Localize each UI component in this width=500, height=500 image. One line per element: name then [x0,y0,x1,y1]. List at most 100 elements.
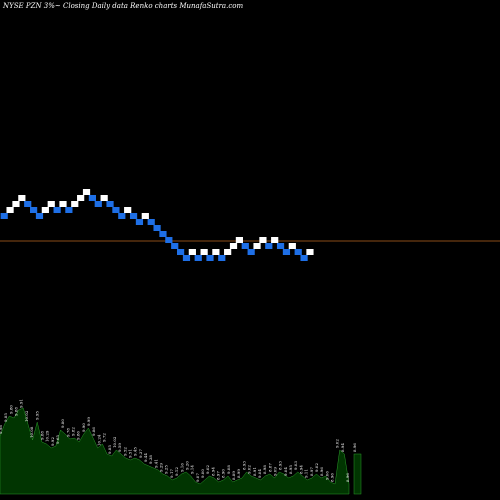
volume-price-label: 10.02 [112,436,117,448]
renko-brick-down [153,225,161,231]
volume-price-label: 9.03 [293,461,298,470]
renko-brick-down [182,255,191,261]
volume-price-label: 10.24 [96,434,101,446]
volume-price-label: 9.44 [143,453,148,462]
volume-price-label: 9.80 [8,405,13,414]
volume-price-label: 9.25 [164,465,169,474]
volume-price-label: 8.95 [288,465,293,474]
volume-price-label: 9.04 [283,467,288,476]
volume-price-label: 8.94 [340,443,345,452]
volume-last-bar [353,453,362,495]
renko-brick-down [88,195,96,201]
renko-brick-down [171,243,179,249]
renko-brick-up [47,201,55,207]
volume-price-label: 9.88 [14,407,19,416]
renko-brick-down [276,243,285,249]
volume-price-label: 9.51 [127,449,132,458]
volume-area-path [0,407,350,495]
volume-price-label: 8.93 [241,461,246,470]
renko-brick-up [71,201,79,207]
renko-brick-up [288,243,296,249]
volume-price-label: 9.41 [153,459,158,468]
renko-brick-down [112,207,120,213]
renko-brick-down [129,213,138,219]
chart-title: NYSE PZN 3%~ Closing Daily data Renko ch… [2,2,243,10]
volume-price-label: 9.45 [133,447,138,456]
volume-price-label: 9.92 [50,437,55,446]
renko-brick-down [194,255,202,261]
volume-price-label: 8.94 [210,467,215,476]
volume-price-label: 8.99 [236,469,241,478]
volume-price-label: 9.95 [34,411,39,420]
renko-brick-down [165,237,173,243]
volume-price-label: 9.85 [3,413,8,422]
volume-price-label: 9.14 [190,465,195,474]
renko-brick-down [30,207,38,213]
renko-brick-up [188,249,196,255]
renko-brick-down [282,249,291,255]
volume-price-label: 10.08 [29,426,34,438]
volume-price-label: 9.08 [226,465,231,474]
renko-brick-down [106,201,114,207]
volume-price-label: 9.00 [200,469,205,478]
volume-price-label: 9.88 [39,431,44,440]
volume-price-label: 9.72 [102,433,107,442]
renko-brick-up [212,249,220,255]
renko-brick-down [24,201,32,207]
renko-brick-down [0,213,8,219]
volume-price-label: 9.52 [122,447,127,456]
volume-price-label: 10.29 [45,430,50,442]
volume-price-label: 9.99 [86,417,91,426]
volume-price-label: 8.96 [345,473,350,482]
volume-price-label: 8.90 [221,469,226,478]
volume-price-label: 9.02 [335,439,340,448]
renko-brick-up [306,249,314,255]
volume-price-label: 9.09 [272,467,277,476]
volume-price-label: 9.37 [138,449,143,458]
renko-brick-down [35,213,44,219]
renko-brick-down [247,249,255,255]
volume-price-label: 9.06 [324,471,329,480]
volume-area [0,407,362,495]
renko-brick-up [124,207,132,213]
renko-brick-down [241,243,249,249]
renko-brick-up [253,243,261,249]
renko-brick-up [235,237,243,243]
renko-brick-up [12,201,20,207]
volume-price-label: 8.93 [278,461,283,470]
renko-brick-up [271,237,279,243]
volume-price-label: 8.97 [309,467,314,476]
volume-price-label: 9.86 [91,427,96,436]
volume-price-label: 8.96 [329,473,334,482]
renko-brick-up [77,195,85,201]
volume-price-label: 10.02 [24,410,29,422]
volume-price-label: 8.97 [216,471,221,480]
renko-brick-down [159,231,167,237]
volume-price-label: 9.65 [55,435,60,444]
volume-price-label: 9.11 [304,469,309,478]
volume-price-label: 9.20 [184,461,189,470]
volume-price-label: 9.16 [179,463,184,472]
volume-price-label: 9.98 [0,425,3,434]
renko-brick-up [82,189,91,195]
volume-price-label: 8.98 [262,465,267,474]
volume-price-label: 8.96 [352,443,357,452]
renko-brick-down [177,249,185,255]
renko-brick-down [135,219,144,225]
volume-price-label: 9.38 [148,455,153,464]
volume-price-label: 9.78 [65,428,70,437]
volume-price-label: 8.91 [252,467,257,476]
volume-price-label: 9.07 [195,473,200,482]
volume-price-label: 8.96 [319,467,324,476]
renko-brick-down [147,219,155,225]
volume-price-label: 9.59 [117,443,122,452]
renko-brick-down [294,249,302,255]
renko-brick-down [265,243,273,249]
renko-bricks [0,189,314,261]
volume-price-label: 9.85 [107,445,112,454]
volume-price-label: 9.82 [71,427,76,436]
volume-price-label: 9.29 [159,463,164,472]
renko-brick-up [141,213,149,219]
renko-brick-up [41,207,49,213]
